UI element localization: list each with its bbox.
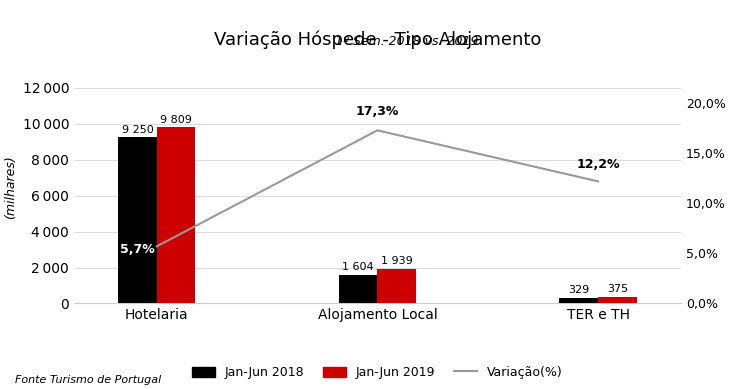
Text: Fonte Turismo de Portugal: Fonte Turismo de Portugal bbox=[15, 375, 161, 385]
Text: 12,2%: 12,2% bbox=[576, 158, 620, 172]
Text: 329: 329 bbox=[568, 285, 589, 295]
Bar bbox=[157, 127, 195, 303]
Bar bbox=[339, 275, 377, 303]
Text: 5,7%: 5,7% bbox=[120, 243, 155, 256]
Text: 9 809: 9 809 bbox=[160, 115, 192, 124]
Bar bbox=[118, 137, 157, 303]
Variação(%) bbox=[373, 128, 382, 133]
Text: 1º Sem. 2018 vs. 2019: 1º Sem. 2018 vs. 2019 bbox=[335, 35, 479, 48]
Bar bbox=[598, 297, 636, 303]
Text: 1 604: 1 604 bbox=[343, 262, 374, 272]
Variação(%) bbox=[593, 179, 602, 184]
Title: Variação Hóspede - Tipo Alojamento: Variação Hóspede - Tipo Alojamento bbox=[214, 30, 541, 49]
Bar bbox=[377, 269, 416, 303]
Text: 9 250: 9 250 bbox=[121, 124, 153, 135]
Y-axis label: (milhares): (milhares) bbox=[4, 155, 17, 219]
Variação(%) bbox=[152, 244, 161, 249]
Text: 1 939: 1 939 bbox=[381, 256, 413, 266]
Line: Variação(%): Variação(%) bbox=[157, 130, 598, 246]
Bar bbox=[559, 298, 598, 303]
Text: 17,3%: 17,3% bbox=[356, 105, 399, 118]
Legend: Jan-Jun 2018, Jan-Jun 2019, Variação(%): Jan-Jun 2018, Jan-Jun 2019, Variação(%) bbox=[187, 361, 568, 384]
Text: 375: 375 bbox=[607, 284, 628, 294]
